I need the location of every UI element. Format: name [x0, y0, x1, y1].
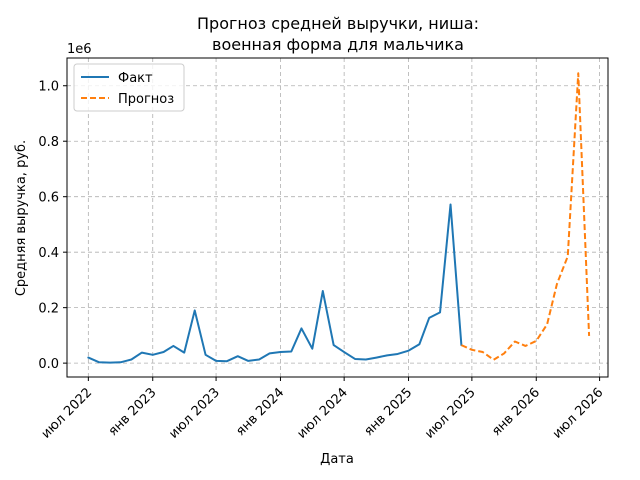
- y-tick-label: 0.0: [38, 357, 59, 372]
- plot-frame: [66, 57, 609, 378]
- y-tick-label: 0.8: [38, 135, 59, 150]
- y-tick-label: 0.6: [38, 191, 59, 206]
- legend-label-forecast: Прогноз: [118, 92, 174, 107]
- chart-title-line-2: военная форма для мальчика: [212, 35, 464, 54]
- y-tick-label: 0.4: [38, 246, 59, 261]
- series-line-1: [460, 72, 591, 361]
- y-tick-label: 0.2: [38, 302, 59, 317]
- x-axis-label: Дата: [320, 452, 354, 467]
- y-offset-label: 1e6: [67, 42, 92, 57]
- legend-label-fact: Факт: [118, 71, 153, 86]
- grid: [67, 58, 608, 377]
- series-layer: [87, 72, 591, 364]
- legend: Факт Прогноз: [73, 63, 185, 112]
- y-axis-label: Средняя выручка, руб.: [14, 140, 29, 296]
- y-tick-label: 1.0: [38, 80, 59, 95]
- legend-box: [73, 63, 185, 112]
- chart-title-line-1: Прогноз средней выручки, ниша:: [197, 14, 479, 33]
- series-line-0: [87, 203, 463, 364]
- y-axis: 0.0 0.2 0.4 0.6 0.8 1.0: [38, 80, 67, 372]
